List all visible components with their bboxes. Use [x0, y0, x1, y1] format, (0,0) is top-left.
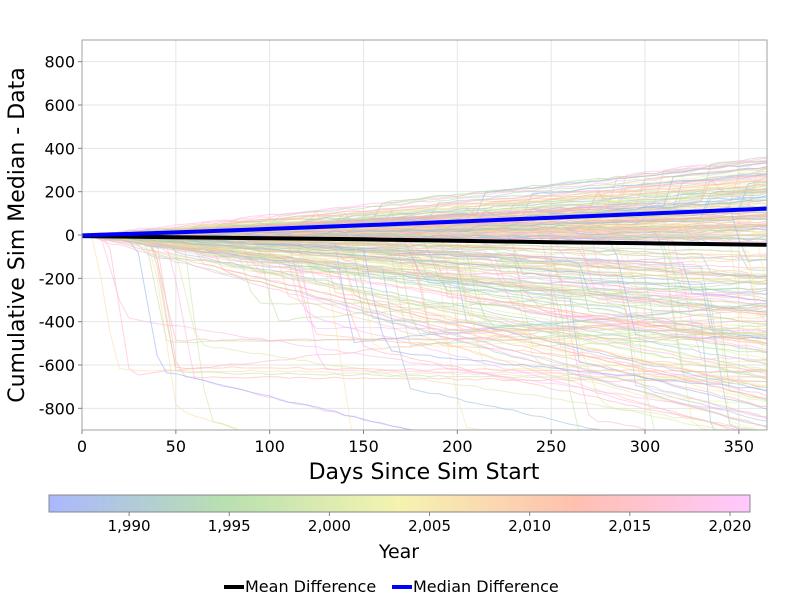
ensemble-trace	[82, 234, 767, 389]
y-tick-label: -200	[39, 269, 75, 288]
ensemble-trace	[82, 234, 767, 373]
ensemble-trace	[82, 234, 767, 400]
median-difference-line	[82, 206, 767, 238]
x-tick-label: 0	[77, 437, 87, 456]
colorbar	[48, 494, 751, 513]
colorbar-tick-label: 2,005	[408, 517, 451, 535]
y-tick-label: -400	[39, 313, 75, 332]
y-tick-label: 0	[65, 226, 75, 245]
x-axis-ticks: 0 50 100 150 200 250 300 350	[77, 430, 754, 456]
x-tick-label: 200	[442, 437, 473, 456]
y-axis-title: Cumulative Sim Median - Data	[5, 67, 30, 403]
ensemble-trace	[82, 233, 767, 365]
colorbar-tick-label: 2,000	[308, 517, 351, 535]
x-tick-label: 250	[536, 437, 567, 456]
colorbar-tick-label: 1,990	[108, 517, 151, 535]
ensemble-trace	[82, 233, 767, 379]
y-tick-label: 200	[44, 183, 75, 202]
ensemble-trace	[82, 234, 767, 418]
y-tick-label: 600	[44, 96, 75, 115]
colorbar-ticks: 1,990 1,995 2,000 2,005 2,010 2,015 2,020	[108, 512, 751, 535]
mean-difference-line	[82, 234, 767, 247]
x-tick-label: 300	[630, 437, 661, 456]
colorbar-tick-label: 2,020	[708, 517, 751, 535]
ensemble-trace	[82, 183, 767, 236]
ensemble-trace	[82, 234, 767, 360]
series-lines	[82, 206, 767, 247]
ensemble-trace	[82, 234, 655, 430]
x-tick-label: 50	[166, 437, 186, 456]
ensemble-trace	[82, 234, 242, 430]
ensemble-trace	[82, 189, 767, 237]
y-axis-ticks: -800 -600 -400 -200 0 200 400 600 800	[39, 53, 82, 418]
ensemble-trace	[82, 233, 767, 383]
ensemble-trace	[82, 235, 416, 430]
legend: Mean Difference Median Difference	[224, 577, 559, 596]
colorbar-title: Year	[378, 541, 419, 563]
ensemble-trace	[82, 190, 767, 237]
x-tick-label: 150	[348, 437, 379, 456]
ensemble-trace	[82, 234, 767, 312]
ensemble-trace	[82, 234, 767, 339]
ensemble-trace	[82, 234, 767, 419]
ensemble-trace	[82, 234, 763, 430]
y-tick-label: -600	[39, 356, 75, 375]
legend-label-mean: Mean Difference	[245, 577, 376, 596]
x-tick-label: 350	[724, 437, 755, 456]
x-axis-title: Days Since Sim Start	[309, 460, 540, 485]
ensemble-trace	[82, 233, 767, 351]
ensemble-trace	[82, 175, 767, 235]
ensemble-trace	[82, 234, 767, 246]
colorbar-tick-label: 1,995	[208, 517, 251, 535]
ensemble-trace	[82, 233, 767, 342]
legend-label-median: Median Difference	[413, 577, 559, 596]
ensemble-trace	[82, 234, 767, 427]
y-tick-label: -800	[39, 399, 75, 418]
ensemble-trace	[82, 234, 767, 344]
x-tick-label: 100	[254, 437, 285, 456]
ensemble-trace	[82, 228, 767, 313]
ensemble-trace	[82, 233, 767, 295]
ensemble-trace	[82, 233, 767, 383]
colorbar-tick-label: 2,010	[508, 517, 551, 535]
colorbar-tick-label: 2,015	[608, 517, 651, 535]
y-tick-label: 400	[44, 139, 75, 158]
ensemble-trace	[82, 180, 767, 236]
y-tick-label: 800	[44, 53, 75, 72]
ensemble-trace	[82, 234, 580, 430]
